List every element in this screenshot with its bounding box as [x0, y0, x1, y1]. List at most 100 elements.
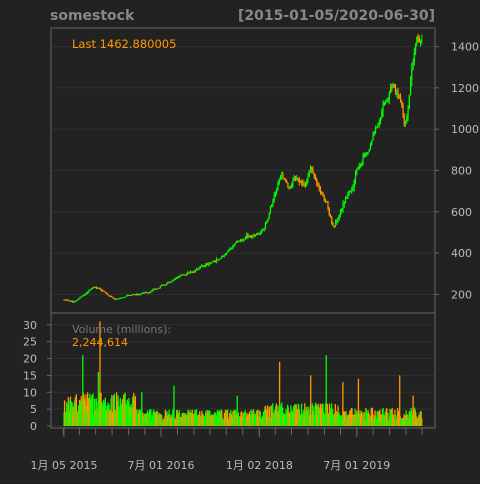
candle-body [115, 298, 118, 300]
candle-body [211, 262, 213, 264]
candle-body [140, 293, 143, 295]
candle-body [383, 102, 385, 106]
candle-body [191, 271, 193, 273]
candle-body [271, 204, 273, 207]
candle-body [267, 218, 269, 222]
candle-body [417, 37, 419, 40]
candle-body [248, 236, 250, 238]
candle-body [412, 61, 414, 70]
candle-body [309, 167, 312, 171]
candle-body [157, 288, 159, 290]
candle-body [409, 79, 412, 95]
volume-bar [342, 382, 344, 426]
candle-body [223, 255, 225, 257]
candle-body [181, 274, 183, 276]
candle-body [263, 228, 265, 230]
candle-body [261, 230, 263, 233]
candle-body [135, 294, 138, 296]
volume-bar [134, 395, 137, 426]
candle-body [351, 189, 353, 191]
volume-bar [147, 412, 149, 426]
volume-bar [278, 361, 281, 426]
candle-body [105, 293, 108, 295]
candle-body [169, 282, 171, 284]
volume-bar [295, 404, 297, 426]
candle-body [324, 199, 327, 202]
volume-bar [243, 411, 245, 426]
candle-body [416, 37, 418, 44]
volume-bar [292, 406, 295, 426]
volume-tick-label: 5 [30, 403, 37, 416]
candle-body [77, 299, 79, 301]
candle-body [65, 299, 68, 301]
candle-body [144, 292, 146, 294]
candle-body [284, 179, 287, 181]
candle-body [149, 291, 151, 293]
candle-body [389, 86, 392, 94]
candle-body [100, 289, 103, 291]
candle-body [337, 219, 339, 221]
volume-bar [141, 392, 143, 426]
volume-bar [420, 411, 422, 426]
candle-body [123, 296, 125, 298]
candle-body [414, 43, 417, 52]
price-candles [63, 33, 423, 303]
candle-body [139, 293, 141, 295]
candle-body [318, 186, 320, 189]
candle-body [99, 288, 101, 290]
candle-body [306, 179, 308, 186]
candle-body [402, 104, 404, 117]
candle-body [403, 116, 405, 125]
candle-body [184, 274, 186, 276]
volume-bar [97, 372, 100, 426]
candle-body [117, 298, 119, 300]
volume-bar [275, 403, 278, 426]
candle-body [286, 180, 288, 183]
volume-bar [224, 409, 227, 426]
candle-body [331, 217, 333, 223]
candle-body [170, 280, 173, 283]
candle-body [419, 41, 422, 43]
volume-bar [345, 411, 347, 426]
candle-body [138, 294, 140, 296]
candle-body [174, 278, 176, 280]
candle-body [173, 279, 175, 281]
volume-bar [387, 413, 389, 426]
candle-body [168, 281, 170, 283]
volume-bar [313, 406, 315, 426]
candle-body [84, 294, 86, 296]
volume-bar [201, 410, 203, 426]
candle-body [362, 157, 364, 164]
volume-bar [99, 321, 101, 426]
candle-body [361, 163, 363, 166]
candle-body [377, 123, 379, 128]
candle-body [92, 287, 94, 289]
candle-body [104, 292, 106, 294]
price-tick-label: 200 [451, 288, 472, 301]
volume-bar [270, 405, 273, 426]
candle-body [327, 202, 329, 209]
candle-body [193, 271, 195, 273]
candle-body [196, 268, 198, 271]
candle-body [154, 288, 156, 290]
candle-body [187, 272, 189, 274]
candle-body [354, 173, 357, 181]
candle-body [197, 268, 199, 270]
candle-body [259, 232, 262, 234]
volume-bar [82, 355, 84, 426]
candle-body [231, 248, 233, 250]
candle-body [110, 296, 113, 298]
candle-body [304, 184, 307, 186]
volume-bar [267, 405, 269, 426]
candle-body [82, 295, 84, 297]
candle-body [234, 243, 237, 245]
candle-body [179, 274, 181, 277]
candle-body [217, 259, 219, 261]
candle-body [413, 51, 415, 62]
volume-axis: 0 5 10 15 20 25 30 [23, 319, 51, 433]
candle-body [399, 97, 402, 102]
candle-body [288, 187, 290, 189]
candle-body [244, 236, 247, 240]
volume-bars [63, 321, 423, 426]
candle-body [232, 245, 234, 249]
